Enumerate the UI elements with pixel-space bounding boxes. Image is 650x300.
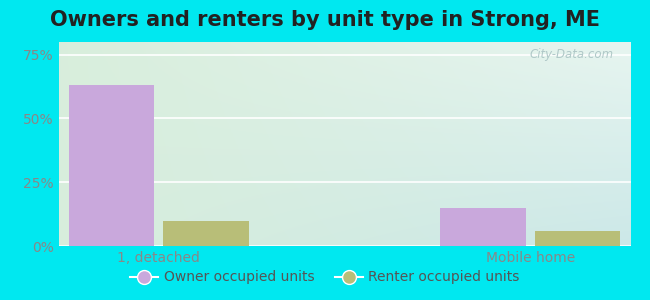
Bar bbox=[440, 208, 526, 246]
Text: Owners and renters by unit type in Strong, ME: Owners and renters by unit type in Stron… bbox=[50, 11, 600, 31]
Bar bbox=[535, 231, 621, 246]
Bar bbox=[163, 220, 249, 246]
Bar bbox=[68, 85, 154, 246]
Text: City-Data.com: City-Data.com bbox=[529, 48, 614, 61]
Legend: Owner occupied units, Renter occupied units: Owner occupied units, Renter occupied un… bbox=[125, 265, 525, 290]
